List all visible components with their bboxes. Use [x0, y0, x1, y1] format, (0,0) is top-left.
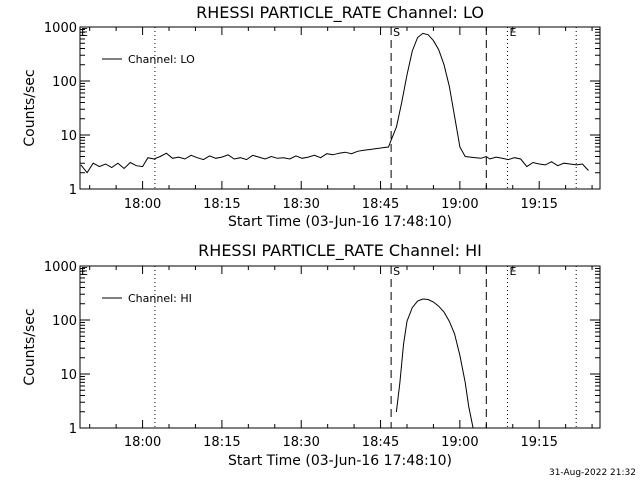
- axis-edge-marker-label: E: [81, 26, 88, 39]
- x-tick-label: 19:15: [520, 197, 557, 212]
- legend-label: Channel: LO: [128, 53, 195, 66]
- y-tick-label: 100: [52, 75, 77, 90]
- y-axis-label: Counts/sec: [22, 69, 38, 146]
- x-tick-label: 19:15: [520, 435, 557, 450]
- panel-hi: RHESSI PARTICLE_RATE Channel: HI Counts/s…: [22, 241, 601, 469]
- x-tick-label: 19:00: [441, 435, 478, 450]
- y-tick-label: 1000: [44, 260, 77, 275]
- event-marker-label: S: [393, 265, 400, 278]
- x-tick-label: 18:45: [362, 197, 399, 212]
- series-line-hi: [395, 298, 474, 429]
- legend-label: Channel: HI: [128, 292, 192, 305]
- y-tick-label: 10: [60, 129, 77, 144]
- y-tick-label: 1: [69, 422, 77, 437]
- y-axis-label: Counts/sec: [22, 308, 38, 385]
- plot-frame: [79, 26, 601, 190]
- y-tick-label: 100: [52, 314, 77, 329]
- x-tick-label: 18:30: [282, 197, 319, 212]
- event-marker-label: E: [509, 265, 516, 278]
- event-marker-label: S: [393, 26, 400, 39]
- x-tick-label: 19:00: [441, 197, 478, 212]
- chart-title: RHESSI PARTICLE_RATE Channel: HI: [198, 241, 482, 261]
- x-tick-label: 18:00: [124, 435, 161, 450]
- x-axis-label: Start Time (03-Jun-16 17:48:10): [228, 453, 452, 469]
- x-tick-label: 18:15: [203, 435, 240, 450]
- axis-edge-marker-label: E: [81, 265, 88, 278]
- series-line-lo: [80, 32, 589, 174]
- event-marker-label: E: [509, 26, 516, 39]
- x-axis-label: Start Time (03-Jun-16 17:48:10): [228, 214, 452, 230]
- generated-timestamp: 31-Aug-2022 21:32: [549, 468, 636, 478]
- panel-lo: RHESSI PARTICLE_RATE Channel: LO Counts/s…: [22, 3, 601, 230]
- chart-title: RHESSI PARTICLE_RATE Channel: LO: [196, 3, 484, 23]
- x-tick-label: 18:00: [124, 197, 161, 212]
- y-tick-label: 1: [69, 183, 77, 198]
- y-tick-label: 1000: [44, 21, 77, 36]
- plot-frame: [79, 265, 601, 429]
- x-tick-label: 18:30: [282, 435, 319, 450]
- x-tick-label: 18:45: [362, 435, 399, 450]
- y-tick-label: 10: [60, 368, 77, 383]
- x-tick-label: 18:15: [203, 197, 240, 212]
